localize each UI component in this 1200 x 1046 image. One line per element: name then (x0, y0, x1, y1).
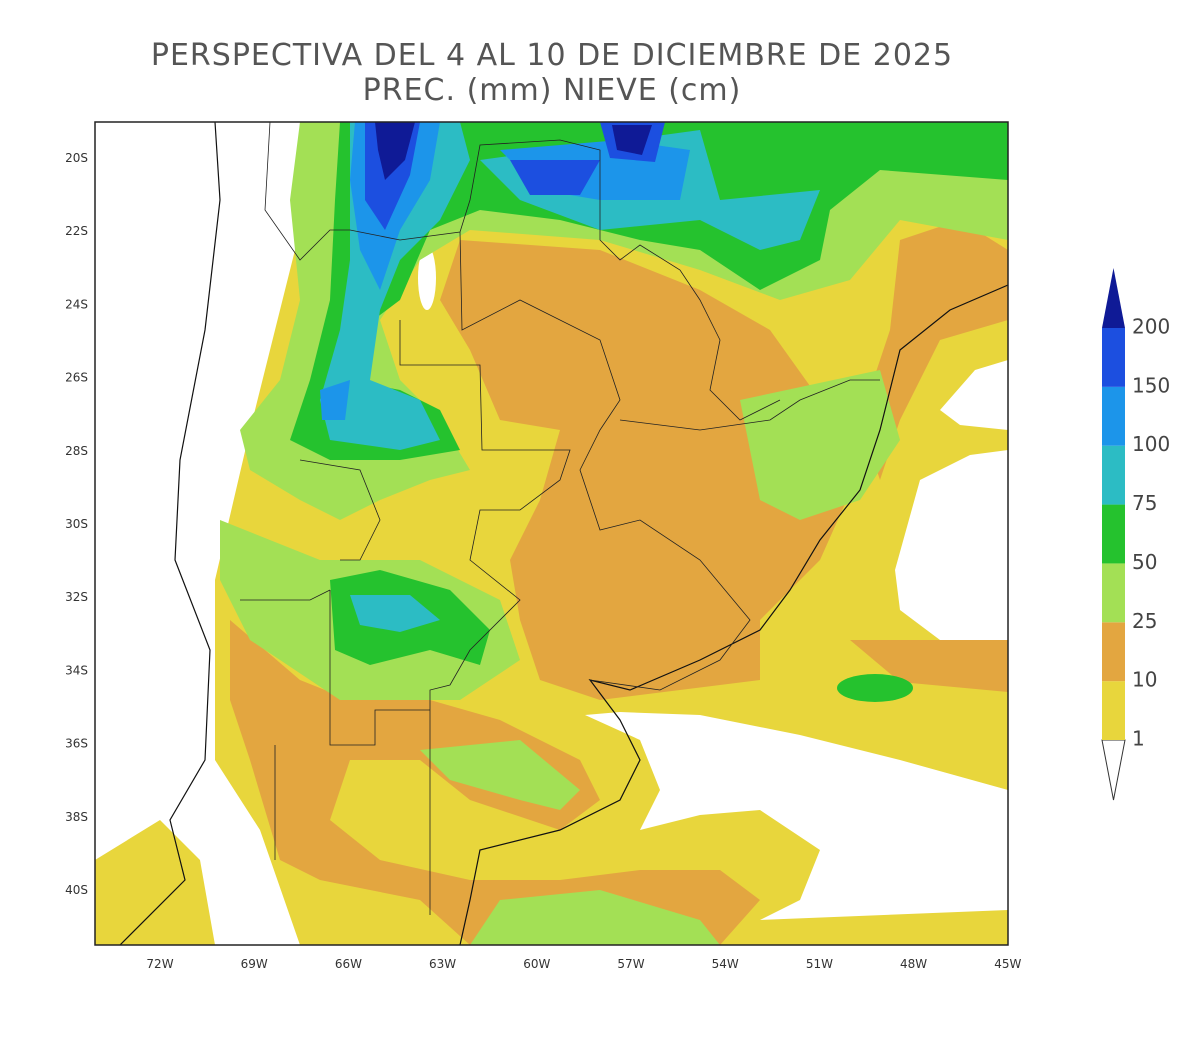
border (459, 231, 751, 691)
lon-label: 69W (241, 957, 268, 971)
contour (95, 122, 300, 945)
contour (940, 360, 1008, 430)
contour (470, 890, 720, 945)
coastline (459, 284, 1008, 945)
legend-label: 100 (1132, 432, 1170, 456)
lat-label: 22S (65, 224, 88, 238)
contour (320, 380, 350, 420)
contour (850, 640, 1008, 692)
legend-swatch (1102, 563, 1125, 623)
contour (350, 595, 440, 632)
lat-label: 40S (65, 883, 88, 897)
border (264, 122, 781, 421)
contour (837, 674, 913, 702)
coastline (119, 122, 221, 945)
legend-swatch (1102, 386, 1125, 446)
legend-label: 150 (1132, 373, 1170, 397)
legend-swatch (1102, 504, 1125, 564)
contour (612, 125, 652, 155)
lon-label: 51W (806, 957, 833, 971)
lat-label: 24S (65, 297, 88, 311)
lon-label: 45W (994, 957, 1021, 971)
legend-swatch (1102, 622, 1125, 682)
lon-label: 63W (429, 957, 456, 971)
legend-swatch (1102, 268, 1125, 328)
legend-label: 50 (1132, 550, 1157, 574)
contour (375, 122, 415, 180)
lon-label: 60W (523, 957, 550, 971)
contour (510, 160, 600, 195)
legend-swatch (1102, 445, 1125, 505)
legend-label: 10 (1132, 668, 1157, 692)
legend-label: 75 (1132, 491, 1157, 515)
contour (290, 122, 1008, 460)
map (95, 122, 1008, 945)
lat-label: 32S (65, 590, 88, 604)
lat-label: 38S (65, 810, 88, 824)
legend-swatch (1101, 739, 1126, 801)
lon-label: 72W (146, 957, 173, 971)
contour (585, 712, 1008, 920)
lon-label: 66W (335, 957, 362, 971)
legend-label: 200 (1132, 315, 1170, 339)
lat-label: 34S (65, 663, 88, 677)
contour (740, 370, 900, 520)
legend-label: 25 (1132, 609, 1157, 633)
subtitle: PREC. (mm) NIEVE (cm) (363, 73, 742, 108)
legend-swatch (1102, 328, 1125, 387)
legend: 1 10 25 50 75 100 150 200 (1101, 268, 1170, 801)
contour (860, 220, 1008, 480)
lat-label: 36S (65, 737, 88, 751)
legend-label: 1 (1132, 727, 1145, 751)
lat-label: 20S (65, 151, 88, 165)
lat-label: 30S (65, 517, 88, 531)
contour (420, 740, 580, 810)
contour (440, 240, 860, 700)
lat-label: 28S (65, 444, 88, 458)
border (240, 320, 880, 915)
contour (418, 246, 436, 310)
lon-label: 48W (900, 957, 927, 971)
contour (895, 450, 1008, 650)
title: PERSPECTIVA DEL 4 AL 10 DE DICIEMBRE DE … (151, 38, 953, 73)
lat-label: 26S (65, 371, 88, 385)
legend-swatch (1102, 681, 1125, 740)
lon-label: 57W (617, 957, 644, 971)
lon-label: 54W (712, 957, 739, 971)
map-frame (94, 121, 1009, 946)
